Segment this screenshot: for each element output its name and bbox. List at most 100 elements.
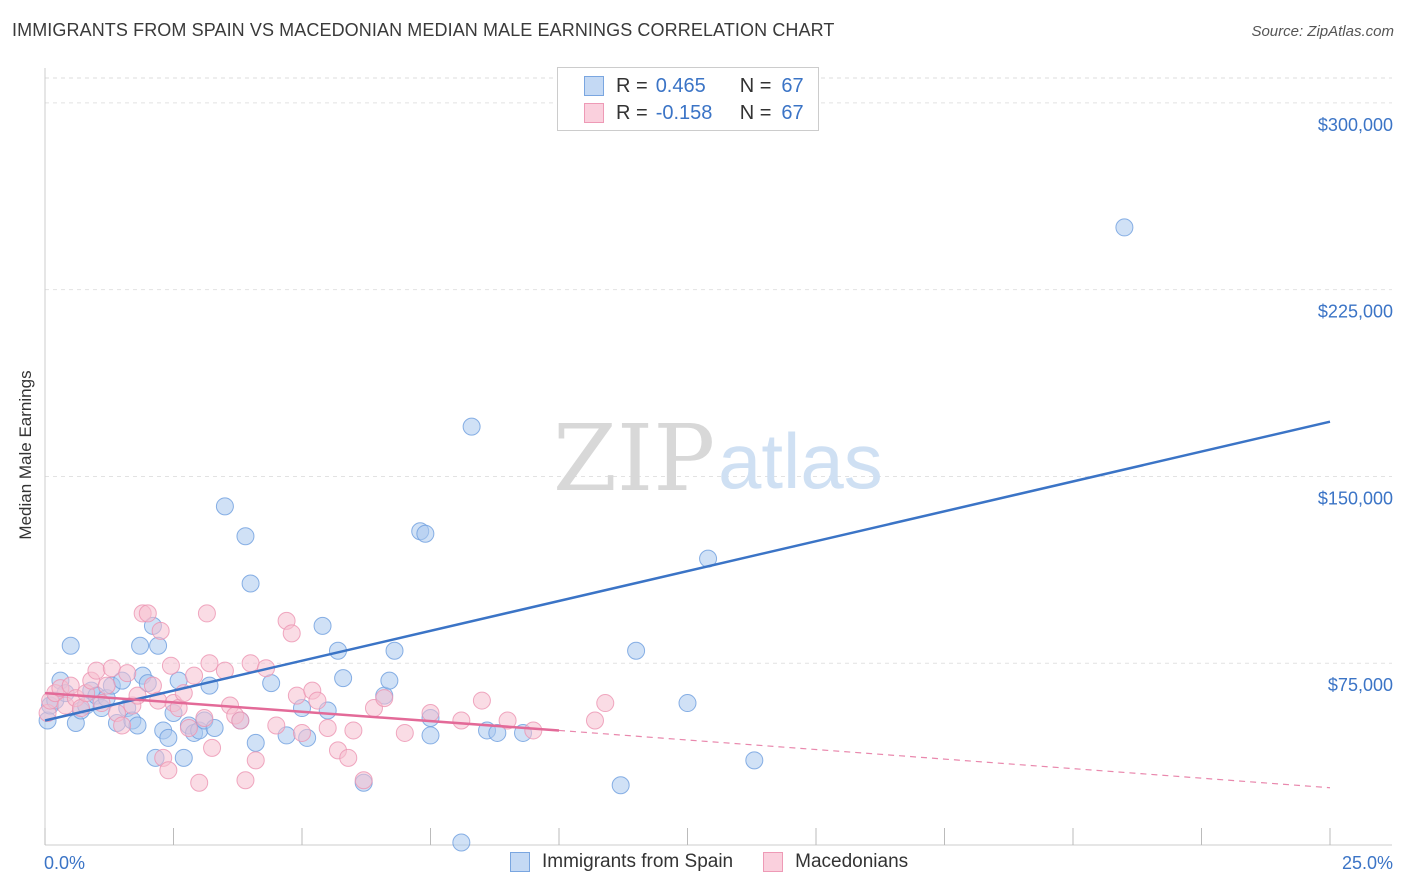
trend-line-macedonians — [44, 691, 560, 732]
legend-r-value: -0.158 — [655, 101, 713, 124]
legend-item-spain[interactable]: Immigrants from Spain — [510, 851, 733, 873]
point-spain — [1115, 218, 1134, 237]
point-macedonians — [395, 723, 414, 742]
x-tick-label-max: 25.0% — [1342, 853, 1393, 873]
point-spain — [488, 723, 507, 742]
legend-label-macedonians: Macedonians — [795, 851, 909, 872]
y-tick-labels: $75,000 $150,000 $225,000 $300,000 — [1318, 115, 1393, 695]
point-spain — [416, 524, 435, 543]
point-macedonians — [452, 711, 471, 730]
watermark-atlas: atlas — [718, 417, 883, 505]
point-macedonians — [354, 771, 373, 790]
legend-label-spain: Immigrants from Spain — [542, 851, 734, 872]
point-macedonians — [113, 716, 132, 735]
legend-swatch-macedonians — [763, 852, 784, 872]
watermark: ZIP atlas — [553, 405, 883, 512]
point-macedonians — [241, 654, 260, 673]
point-macedonians — [161, 656, 180, 675]
legend-swatch-macedonians — [584, 103, 604, 123]
legend-row-spain: R = 0.465 N = 67 — [584, 74, 804, 98]
point-spain — [215, 497, 234, 516]
legend-r-label: R = — [616, 74, 648, 97]
point-macedonians — [585, 711, 604, 730]
legend-n-value: 67 — [781, 74, 804, 97]
legend-r-value: 0.465 — [655, 74, 706, 97]
point-macedonians — [498, 711, 517, 730]
point-macedonians — [118, 664, 137, 683]
point-spain — [128, 716, 147, 735]
watermark-zip: ZIP — [553, 405, 715, 512]
point-spain — [159, 728, 178, 747]
point-spain — [131, 636, 150, 655]
point-spain — [174, 748, 193, 767]
point-macedonians — [197, 604, 216, 623]
point-macedonians — [200, 654, 219, 673]
legend-n-value: 67 — [781, 101, 804, 124]
point-spain — [313, 616, 332, 635]
point-macedonians — [421, 704, 440, 723]
x-tick-label-min: 0.0% — [44, 853, 85, 873]
point-spain — [262, 674, 281, 693]
legend-item-macedonians[interactable]: Macedonians — [763, 851, 908, 873]
point-macedonians — [282, 624, 301, 643]
point-spain — [380, 671, 399, 690]
point-spain — [61, 636, 80, 655]
point-spain — [452, 833, 471, 852]
point-macedonians — [293, 723, 311, 742]
point-macedonians — [339, 748, 358, 767]
point-macedonians — [236, 771, 255, 790]
legend-r-label: R = — [616, 101, 648, 124]
point-spain — [745, 751, 764, 770]
point-macedonians — [375, 689, 394, 708]
point-macedonians — [138, 604, 157, 623]
point-macedonians — [190, 773, 209, 792]
y-tick-label: $225,000 — [1318, 302, 1393, 322]
point-spain — [462, 417, 481, 436]
point-spain — [246, 733, 265, 752]
trend-line-spain — [44, 420, 1331, 722]
correlation-legend: R = 0.465 N = 67 R = -0.158 N = 67 — [557, 67, 819, 131]
point-spain — [149, 636, 168, 655]
point-macedonians — [97, 676, 116, 695]
x-tick-labels: 0.0% 25.0% — [44, 853, 1393, 873]
y-tick-label: $75,000 — [1328, 675, 1393, 695]
points — [38, 218, 1134, 852]
point-macedonians — [524, 721, 543, 740]
point-macedonians — [246, 751, 265, 770]
point-macedonians — [308, 691, 327, 710]
legend-n-label: N = — [739, 101, 772, 124]
point-macedonians — [472, 691, 491, 710]
chart-title: IMMIGRANTS FROM SPAIN VS MACEDONIAN MEDI… — [12, 20, 835, 40]
trend-line-macedonians-extension — [558, 729, 1331, 789]
y-tick-label: $150,000 — [1318, 488, 1393, 508]
trend-lines — [44, 420, 1331, 789]
point-macedonians — [267, 716, 286, 735]
point-macedonians — [179, 718, 198, 737]
point-macedonians — [151, 621, 170, 640]
point-macedonians — [344, 721, 363, 740]
point-macedonians — [287, 686, 306, 705]
legend-swatch-spain — [510, 852, 530, 872]
point-macedonians — [231, 711, 250, 730]
legend-swatch-spain — [584, 76, 604, 96]
point-macedonians — [203, 738, 222, 757]
point-spain — [241, 574, 260, 593]
point-macedonians — [318, 718, 337, 737]
y-tick-label: $300,000 — [1318, 115, 1393, 135]
point-macedonians — [159, 761, 178, 780]
point-macedonians — [143, 676, 162, 695]
legend-row-macedonians: R = -0.158 N = 67 — [584, 101, 804, 125]
point-macedonians — [195, 708, 214, 727]
series-legend: Immigrants from Spain Macedonians — [510, 851, 938, 873]
point-spain — [627, 641, 646, 660]
point-spain — [421, 726, 440, 745]
point-macedonians — [87, 661, 106, 680]
legend-n-label: N = — [739, 74, 772, 97]
point-spain — [236, 527, 255, 546]
point-spain — [678, 694, 697, 713]
point-spain — [611, 776, 630, 795]
point-spain — [385, 641, 404, 660]
point-macedonians — [185, 666, 204, 685]
point-macedonians — [102, 659, 121, 678]
